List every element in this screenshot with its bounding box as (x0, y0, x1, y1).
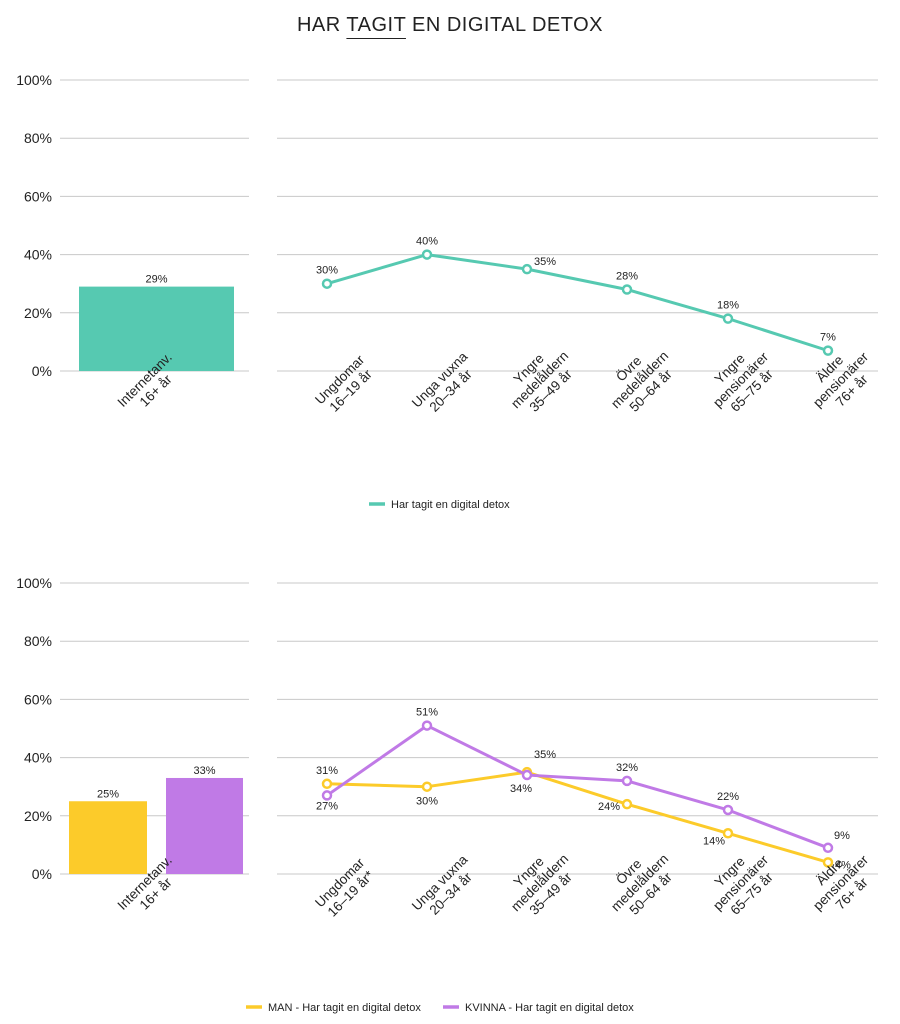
y-tick-label: 0% (32, 866, 52, 882)
legend-label: KVINNA - Har tagit en digital detox (465, 1002, 634, 1014)
line-data-label: 18% (717, 300, 739, 312)
line-data-label: 4% (835, 859, 851, 871)
y-tick-label: 60% (24, 691, 52, 707)
line-data-label: 35% (534, 749, 556, 761)
data-point (321, 778, 333, 790)
data-point (822, 345, 834, 356)
bar (79, 286, 234, 371)
title-part-1: HAR (296, 14, 347, 36)
data-point (421, 249, 433, 260)
chart-title: HAR TAGIT EN DIGITAL DETOX (0, 14, 900, 37)
line-data-label: 27% (316, 800, 338, 812)
y-tick-label: 0% (32, 363, 52, 379)
bar (69, 801, 147, 874)
bar (166, 777, 243, 874)
y-tick-label: 40% (24, 247, 52, 263)
line-data-label: 9% (834, 830, 850, 842)
line-data-label: 34% (510, 783, 532, 795)
data-point (321, 790, 333, 801)
title-part-underlined: TAGIT (346, 14, 406, 36)
line-data-label: 35% (534, 256, 556, 268)
data-point (521, 769, 533, 781)
data-point (722, 804, 734, 816)
y-tick-label: 80% (24, 633, 52, 649)
legend-label: Har tagit en digital detox (391, 499, 510, 511)
y-tick-label: 100% (16, 575, 52, 591)
data-point (722, 313, 734, 324)
data-point (421, 720, 433, 731)
data-point (521, 263, 533, 275)
line-data-label: 51% (416, 707, 438, 719)
bar-data-label: 33% (193, 765, 215, 777)
data-point (321, 278, 333, 289)
line-data-label: 31% (316, 765, 338, 777)
series-line (326, 724, 829, 850)
y-tick-label: 20% (24, 808, 52, 824)
data-point (621, 284, 633, 295)
y-tick-label: 40% (24, 750, 52, 766)
data-point (822, 842, 834, 854)
bar-data-label: 25% (97, 788, 119, 800)
bar-data-label: 29% (145, 274, 167, 286)
y-tick-label: 80% (24, 130, 52, 146)
line-data-label: 30% (416, 796, 438, 808)
legend-label: MAN - Har tagit en digital detox (268, 1002, 421, 1014)
series-line (326, 770, 829, 864)
data-point (722, 828, 734, 839)
data-point (421, 781, 433, 792)
line-data-label: 14% (703, 835, 725, 847)
line-data-label: 30% (316, 265, 338, 277)
line-data-label: 22% (717, 791, 739, 803)
y-tick-label: 60% (24, 188, 52, 204)
y-tick-label: 20% (24, 305, 52, 321)
data-point (822, 857, 834, 868)
data-point (621, 798, 633, 810)
line-data-label: 32% (616, 762, 638, 774)
line-data-label: 40% (416, 236, 438, 248)
data-point (621, 775, 633, 787)
y-tick-label: 100% (16, 72, 52, 88)
line-data-label: 28% (616, 271, 638, 283)
title-part-2: EN DIGITAL DETOX (405, 14, 604, 36)
series-line (326, 253, 829, 353)
line-data-label: 24% (598, 801, 620, 813)
line-data-label: 7% (820, 332, 836, 344)
